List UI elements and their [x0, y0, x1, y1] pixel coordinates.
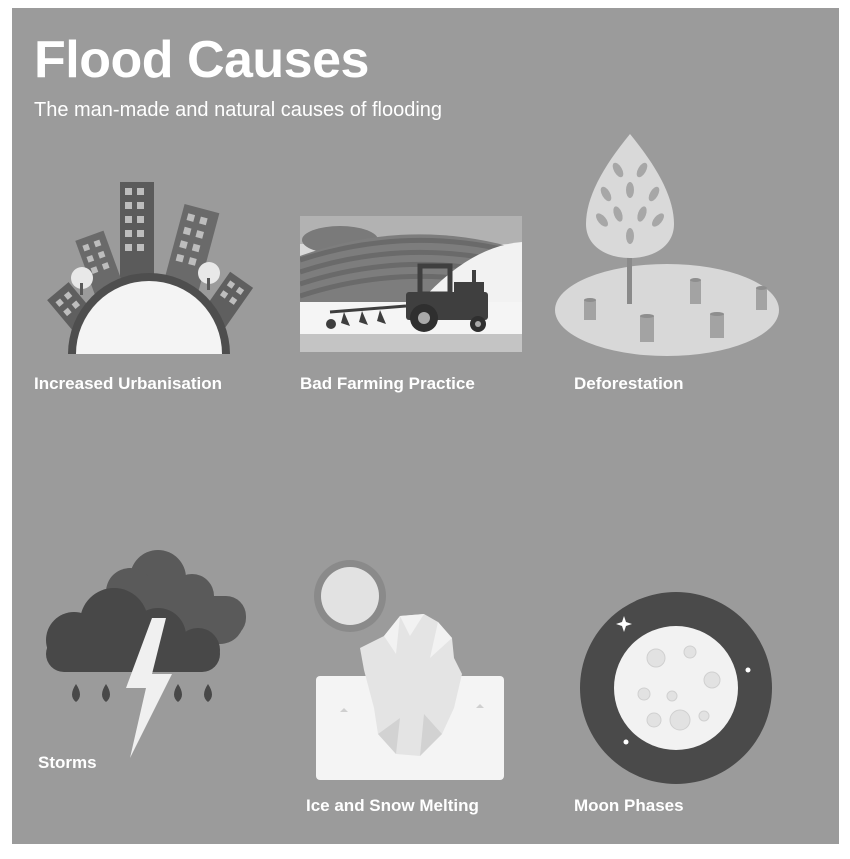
infographic-panel: Flood Causes The man-made and natural ca… [12, 8, 839, 844]
city-skyline-icon [47, 182, 254, 354]
cause-label-farming: Bad Farming Practice [300, 374, 475, 393]
page-title: Flood Causes [34, 31, 369, 89]
melting-iceberg-sun-icon [314, 560, 504, 780]
storm-cloud-lightning-icon [46, 550, 246, 758]
cause-label-storms: Storms [38, 753, 97, 772]
cause-label-moon-phases: Moon Phases [574, 796, 684, 815]
cause-label-ice-melting: Ice and Snow Melting [306, 796, 479, 815]
page-subtitle: The man-made and natural causes of flood… [34, 99, 443, 121]
cause-label-deforestation: Deforestation [574, 374, 684, 393]
cause-label-urbanisation: Increased Urbanisation [34, 374, 223, 393]
tree-stumps-icon [555, 134, 779, 356]
full-moon-icon [580, 592, 772, 784]
tractor-plough-icon [300, 216, 522, 352]
